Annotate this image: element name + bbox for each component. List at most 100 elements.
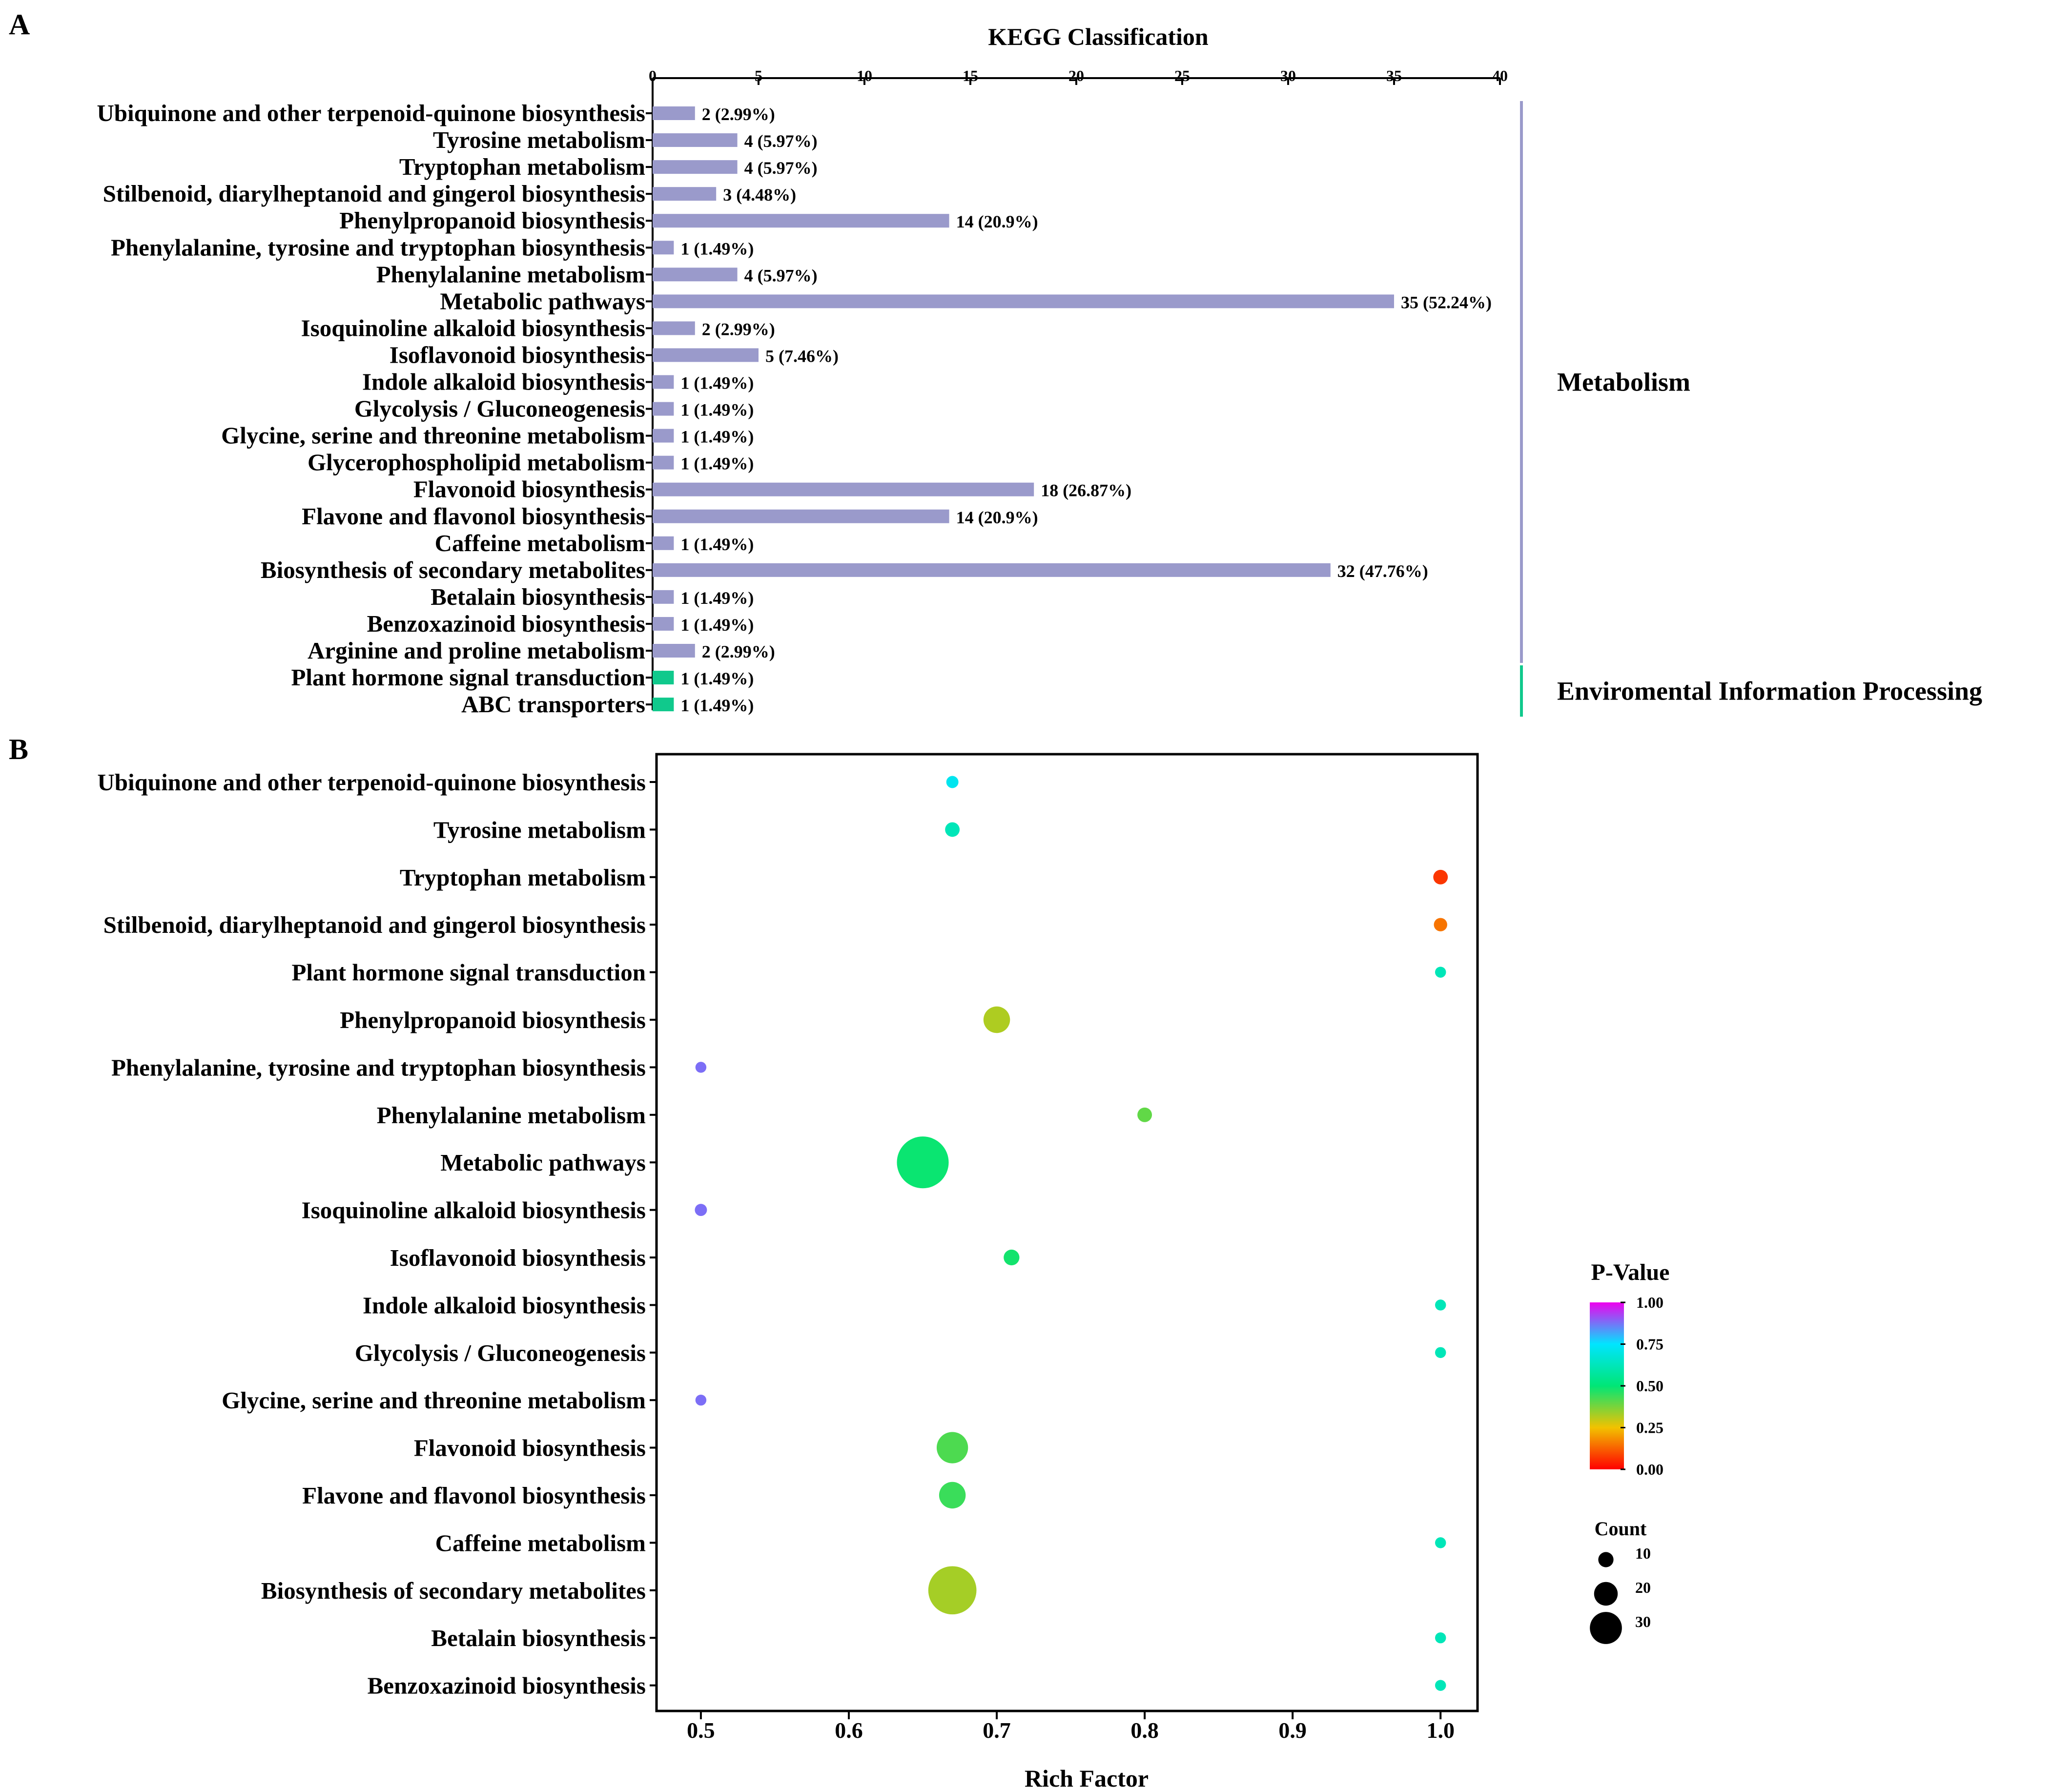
bubble-point (695, 1062, 707, 1073)
p-value-legend-title: P-Value (1591, 1259, 1670, 1285)
bar (653, 375, 674, 389)
bar-x-tick-label: 35 (1386, 67, 1402, 84)
bar (653, 214, 949, 228)
bar-x-tick-label: 25 (1174, 67, 1190, 84)
count-legend-dot (1594, 1582, 1618, 1606)
panel-b-label: B (9, 733, 28, 765)
bar-category-label: Flavonoid biosynthesis (413, 476, 645, 503)
bar-x-tick-label: 15 (963, 67, 978, 84)
bar (653, 482, 1034, 496)
bubble-point (928, 1566, 977, 1615)
bar-category-label: ABC transporters (461, 691, 645, 718)
bar-value-label: 4 (5.97%) (744, 266, 818, 285)
bubble-category-label: Caffeine metabolism (435, 1529, 646, 1556)
bar-value-label: 1 (1.49%) (680, 427, 754, 447)
bar-x-tick-label: 10 (857, 67, 872, 84)
bar-category-label: Benzoxazinoid biosynthesis (367, 610, 645, 637)
bar-value-label: 1 (1.49%) (680, 535, 754, 554)
bar (653, 133, 738, 147)
bubble-plot-frame (655, 753, 1479, 1712)
bar-value-label: 4 (5.97%) (744, 131, 818, 151)
bar-category-label: Caffeine metabolism (435, 530, 645, 556)
bubble-category-label: Benzoxazinoid biosynthesis (368, 1672, 646, 1699)
bubble-point (1137, 1107, 1152, 1122)
bubble-point (945, 822, 960, 837)
bubble-category-label: Isoquinoline alkaloid biosynthesis (302, 1197, 646, 1224)
bar-value-label: 1 (1.49%) (680, 696, 754, 715)
bar-category-label: Glycolysis / Gluconeogenesis (354, 395, 645, 422)
bar (653, 509, 949, 523)
bar-value-label: 14 (20.9%) (956, 508, 1038, 527)
bubble-category-label: Phenylalanine metabolism (377, 1102, 646, 1129)
group-label: Enviromental Information Processing (1557, 677, 1982, 706)
bubble-point (897, 1136, 949, 1189)
bar-value-label: 2 (2.99%) (702, 642, 775, 661)
bubble-point (936, 1432, 968, 1463)
bubble-y-axis: Ubiquinone and other terpenoid-quinone b… (97, 769, 657, 1699)
bubble-point (1435, 967, 1446, 978)
p-value-tick-label: 0.50 (1636, 1377, 1663, 1395)
bar-value-label: 1 (1.49%) (680, 400, 754, 420)
bubble-category-label: Metabolic pathways (440, 1149, 646, 1176)
bubble-point (1435, 1537, 1446, 1548)
bar-value-label: 32 (47.76%) (1337, 561, 1428, 581)
count-legend-label: 10 (1635, 1545, 1651, 1562)
bubble-category-label: Flavone and flavonol biosynthesis (302, 1482, 646, 1509)
bar-category-label: Ubiquinone and other terpenoid-quinone b… (97, 100, 645, 126)
bubble-x-axis: 0.5 0.6 0.7 0.8 0.9 1.0 (687, 1711, 1455, 1743)
bar-category-label: Arginine and proline metabolism (308, 637, 645, 664)
bar-value-label: 2 (2.99%) (702, 104, 775, 124)
p-value-legend: P-Value 1.00 0.75 0.50 0.25 0.00 (1590, 1259, 1669, 1478)
bubble-point (695, 1394, 707, 1406)
bar (653, 563, 1331, 577)
panel-a-bar-chart: A KEGG Classification 0 5 10 15 20 25 30 35 40 U… (9, 8, 1982, 718)
bar-category-label: Biosynthesis of secondary metabolites (261, 556, 645, 583)
bubble-point (1435, 1299, 1446, 1311)
bar-value-label: 35 (52.24%) (1401, 292, 1492, 312)
bar-value-label: 5 (7.46%) (765, 346, 839, 366)
panel-a-label: A (9, 8, 30, 41)
bubble-x-tick-label: 0.5 (687, 1718, 715, 1743)
bar (653, 106, 695, 120)
bar (653, 536, 674, 550)
bubble-point (1004, 1249, 1020, 1266)
bar-value-label: 3 (4.48%) (723, 185, 796, 205)
bubble-x-tick-label: 0.9 (1278, 1718, 1307, 1743)
bubble-point (1435, 1632, 1446, 1644)
panel-b-bubble-chart: B Ubiquinone and other terpenoid-quinone… (9, 733, 1669, 1792)
p-value-colorbar (1590, 1302, 1624, 1469)
bar-category-label: Phenylalanine metabolism (376, 261, 645, 288)
p-value-tick-label: 0.75 (1636, 1336, 1663, 1353)
bar-category-label: Indole alkaloid biosynthesis (362, 369, 645, 395)
bar (653, 187, 717, 201)
bubble-x-axis-title: Rich Factor (1025, 1765, 1149, 1792)
bubble-category-label: Betalain biosynthesis (431, 1625, 646, 1651)
bar (653, 429, 674, 443)
bar (653, 590, 674, 604)
bar-value-label: 2 (2.99%) (702, 319, 775, 339)
bar-x-tick-label: 20 (1068, 67, 1084, 84)
bar-value-labels: 2 (2.99%) 4 (5.97%) 4 (5.97%) 3 (4.48%) 14 (… (680, 104, 1492, 715)
bubble-point (695, 1204, 707, 1216)
bubble-category-label: Glycine, serine and threonine metabolism (222, 1387, 646, 1414)
count-legend-label: 30 (1635, 1613, 1651, 1630)
bar-category-label: Stilbenoid, diarylheptanoid and gingerol… (103, 180, 645, 207)
bubble-category-label: Tyrosine metabolism (433, 816, 646, 843)
bubble-point (939, 1482, 966, 1509)
bar-value-label: 1 (1.49%) (680, 373, 754, 393)
p-value-tick-label: 1.00 (1636, 1294, 1663, 1311)
bar (653, 294, 1394, 309)
bar-value-label: 1 (1.49%) (680, 454, 754, 474)
bar-category-label: Isoflavonoid biosynthesis (390, 341, 645, 368)
bubble-category-label: Biosynthesis of secondary metabolites (261, 1577, 646, 1604)
bubble-category-label: Phenylpropanoid biosynthesis (340, 1007, 646, 1033)
bar-category-label: Glycine, serine and threonine metabolism (221, 422, 645, 449)
bar (653, 698, 674, 712)
bar-x-tick-label: 40 (1492, 67, 1508, 84)
bar (653, 644, 695, 658)
count-legend-dot (1590, 1612, 1622, 1644)
bubble-x-tick-label: 0.6 (835, 1718, 863, 1743)
bubble-category-label: Ubiquinone and other terpenoid-quinone b… (97, 769, 646, 796)
bar (653, 321, 695, 335)
bar-x-tick-label: 0 (649, 67, 657, 84)
